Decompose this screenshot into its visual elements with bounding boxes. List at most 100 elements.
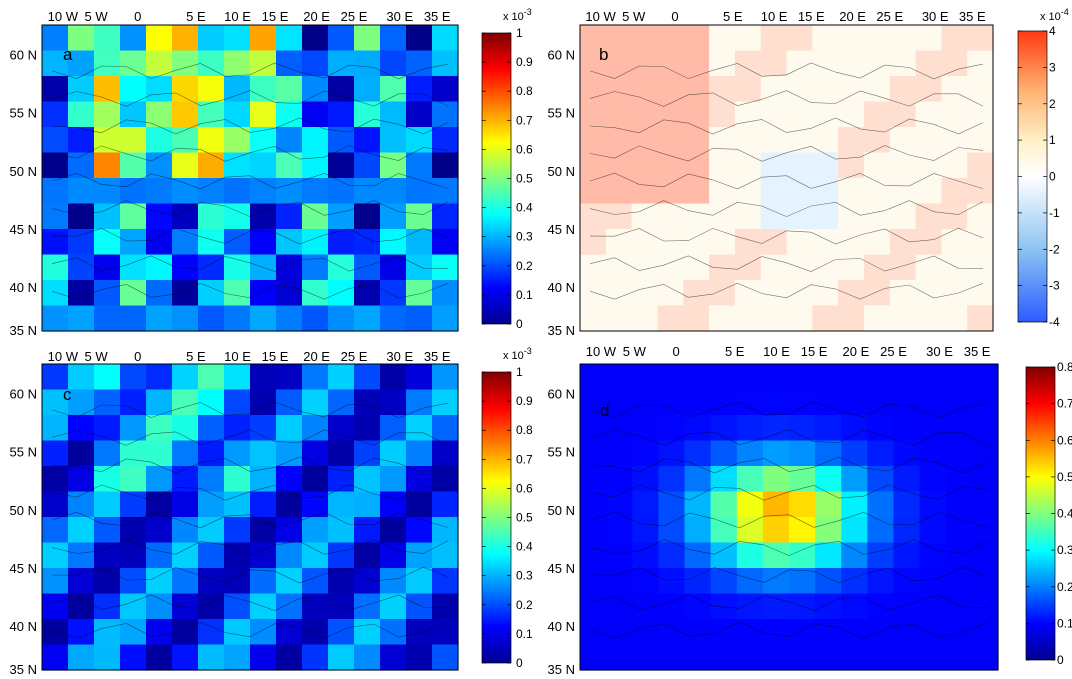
grid-cell — [971, 644, 999, 671]
grid-cell — [684, 440, 712, 467]
grid-cell — [68, 415, 95, 442]
grid-cell — [867, 415, 895, 442]
grid-cell — [658, 364, 686, 391]
grid-cell — [631, 203, 658, 230]
panel-a-longitude-labels: 10 W 5 W 0 5 E 10 E 15 E 20 E 25 E 30 E 35 E — [48, 9, 451, 24]
grid-cell — [68, 593, 95, 620]
grid-cell — [658, 491, 686, 518]
grid-cell — [68, 364, 95, 391]
grid-cell — [198, 491, 225, 518]
grid-cell — [302, 305, 329, 332]
colorbar-c: 1 0.9 0.8 0.7 0.6 0.5 0.4 0.3 0.2 0.1 0 x 10-3 — [481, 346, 533, 670]
colorbar-b-gradient — [1017, 30, 1048, 323]
grid-cell — [172, 203, 199, 230]
grid-cell — [838, 76, 865, 103]
grid-cell — [172, 50, 199, 77]
grid-cell — [68, 644, 95, 671]
grid-cell — [919, 389, 947, 416]
colorbar-tick-label: 0.3 — [516, 569, 533, 583]
grid-cell — [762, 517, 790, 544]
grid-cell — [380, 203, 407, 230]
grid-cell — [354, 25, 381, 52]
coastline-path — [51, 62, 449, 300]
grid-cell — [302, 178, 329, 205]
grid-cell — [276, 440, 303, 467]
grid-cell — [224, 25, 251, 52]
panel-d: d 10 W 5 W 0 5 E 10 E 15 E 20 E 25 E 30 E 35 E 60… — [548, 344, 1072, 677]
longitude-label: 5 E — [723, 9, 743, 24]
grid-cell — [657, 25, 684, 52]
grid-cell — [198, 415, 225, 442]
grid-cell — [328, 619, 355, 646]
coastline-path — [51, 401, 449, 639]
grid-cell — [580, 593, 607, 620]
grid-cell — [967, 127, 994, 154]
grid-cell — [893, 491, 921, 518]
longitude-label: 0 — [134, 9, 141, 24]
grid-cell — [945, 389, 973, 416]
grid-cell — [224, 517, 251, 544]
grid-cell — [915, 254, 942, 281]
grid-cell — [432, 178, 459, 205]
grid-cell — [919, 364, 947, 391]
grid-cell — [406, 25, 433, 52]
map-d-coastlines — [589, 401, 989, 639]
grid-cell — [250, 619, 277, 646]
grid-cell — [658, 593, 686, 620]
grid-cell — [919, 542, 947, 569]
colorbar-tick-label: 0.4 — [516, 201, 533, 215]
grid-cell — [786, 229, 813, 256]
grid-cell — [276, 542, 303, 569]
grid-cell — [786, 305, 813, 332]
grid-cell — [224, 76, 251, 103]
grid-cell — [432, 389, 459, 416]
grid-cell — [380, 50, 407, 77]
grid-cell — [42, 76, 69, 103]
colorbar-tick-label: 0.6 — [516, 481, 533, 495]
grid-cell — [838, 127, 865, 154]
grid-cell — [354, 517, 381, 544]
grid-cell — [328, 229, 355, 256]
grid-cell — [354, 305, 381, 332]
grid-cell — [760, 50, 788, 77]
grid-cell — [657, 254, 684, 281]
grid-cell — [172, 305, 199, 332]
grid-cell — [94, 644, 121, 671]
grid-cell — [94, 229, 121, 256]
latitude-label: 40 N — [548, 619, 575, 634]
grid-cell — [354, 568, 381, 595]
grid-cell — [198, 644, 225, 671]
grid-cell — [889, 25, 917, 52]
grid-cell — [42, 101, 69, 128]
longitude-label: 5 E — [186, 349, 206, 364]
grid-cell — [302, 127, 329, 154]
grid-cell — [889, 152, 917, 179]
grid-cell — [250, 305, 277, 332]
grid-cell — [380, 76, 407, 103]
latitude-label: 50 N — [548, 164, 575, 179]
grid-cell — [146, 364, 173, 391]
grid-cell — [94, 127, 121, 154]
grid-cell — [786, 25, 813, 52]
grid-cell — [354, 101, 381, 128]
grid-cell — [42, 305, 69, 332]
grid-cell — [945, 593, 973, 620]
grid-cell — [606, 593, 633, 620]
grid-cell — [941, 254, 968, 281]
grid-cell — [68, 542, 95, 569]
grid-cell — [580, 178, 607, 205]
longitude-label: 5 W — [85, 349, 109, 364]
grid-cell — [762, 415, 790, 442]
grid-cell — [276, 619, 303, 646]
grid-cell — [915, 25, 942, 52]
grid-cell — [68, 568, 95, 595]
grid-cell — [734, 305, 762, 332]
grid-cell — [658, 466, 686, 493]
grid-cell — [915, 305, 942, 332]
grid-cell — [42, 440, 69, 467]
grid-cell — [94, 364, 121, 391]
grid-cell — [867, 389, 895, 416]
panel-c-longitude-labels: 10 W 5 W 0 5 E 10 E 15 E 20 E 25 E 30 E 35 E — [48, 349, 451, 364]
grid-cell — [580, 127, 607, 154]
grid-cell — [971, 491, 999, 518]
